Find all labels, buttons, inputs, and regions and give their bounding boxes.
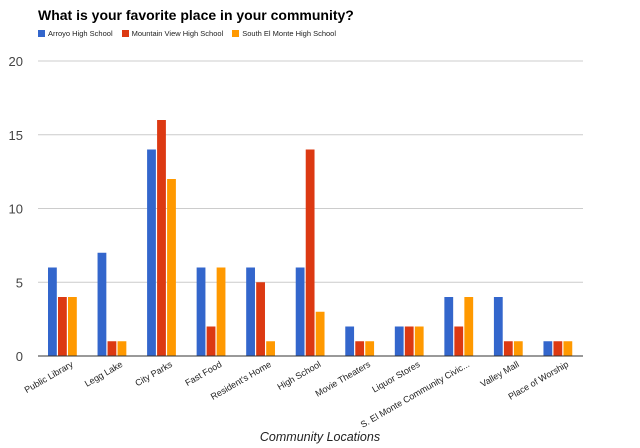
bar[interactable]: [365, 341, 375, 356]
bar[interactable]: [553, 341, 563, 356]
bar[interactable]: [345, 326, 355, 357]
legend-item-south-el-monte[interactable]: South El Monte High School: [232, 29, 336, 38]
bar[interactable]: [464, 297, 474, 356]
bar[interactable]: [355, 341, 365, 356]
x-tick-label: Fast Food: [183, 359, 223, 388]
x-tick-label: Public Library: [23, 359, 76, 395]
legend: Arroyo High School Mountain View High Sc…: [38, 29, 345, 38]
bar[interactable]: [444, 297, 454, 356]
bar[interactable]: [58, 297, 67, 356]
x-tick-label: High School: [275, 359, 322, 392]
legend-label-arroyo: Arroyo High School: [48, 29, 113, 38]
x-axis-title: Community Locations: [259, 430, 381, 444]
x-tick-label: Movie Theaters: [313, 359, 372, 399]
bar[interactable]: [68, 297, 77, 356]
bar[interactable]: [266, 341, 275, 356]
y-tick-label: 20: [9, 54, 23, 69]
bar[interactable]: [543, 341, 553, 356]
bar[interactable]: [147, 149, 156, 357]
y-tick-label: 15: [9, 128, 23, 143]
bar[interactable]: [563, 341, 573, 356]
bar[interactable]: [454, 326, 464, 357]
bar[interactable]: [315, 311, 325, 356]
legend-swatch-mountain-view: [121, 30, 129, 37]
bar[interactable]: [246, 267, 255, 357]
bar[interactable]: [157, 120, 166, 356]
bar[interactable]: [493, 297, 503, 356]
bar[interactable]: [216, 267, 226, 357]
bar[interactable]: [513, 341, 523, 356]
bar[interactable]: [503, 341, 513, 356]
bar[interactable]: [97, 252, 107, 356]
y-tick-label: 10: [9, 202, 23, 217]
bar[interactable]: [206, 326, 216, 357]
chart-title: What is your favorite place in your comm…: [38, 7, 354, 23]
bar[interactable]: [107, 341, 117, 356]
bar[interactable]: [414, 326, 424, 357]
legend-swatch-arroyo: [38, 30, 45, 37]
legend-item-mountain-view[interactable]: Mountain View High School: [121, 29, 224, 38]
bar-chart: 0 5 10 15 20 Public Library Legg Lake City Park…: [9, 54, 583, 430]
y-tick-label: 5: [16, 275, 23, 290]
x-tick-label: Valley Mall: [479, 359, 521, 389]
x-tick-label: Legg Lake: [83, 359, 124, 389]
legend-swatch-south-el-monte: [232, 30, 240, 37]
legend-label-mountain-view: Mountain View High School: [131, 29, 224, 38]
bar[interactable]: [167, 179, 176, 356]
legend-label-south-el-monte: South El Monte High School: [242, 29, 337, 38]
legend-item-arroyo[interactable]: Arroyo High School: [38, 29, 113, 38]
bar[interactable]: [256, 282, 265, 356]
x-tick-label: City Parks: [133, 359, 174, 388]
bar[interactable]: [404, 326, 414, 357]
bar[interactable]: [305, 149, 315, 357]
y-tick-label: 0: [16, 349, 23, 364]
bar[interactable]: [394, 326, 404, 357]
bar[interactable]: [295, 267, 305, 357]
bar[interactable]: [117, 341, 127, 356]
bar[interactable]: [48, 267, 57, 357]
bar[interactable]: [196, 267, 206, 357]
